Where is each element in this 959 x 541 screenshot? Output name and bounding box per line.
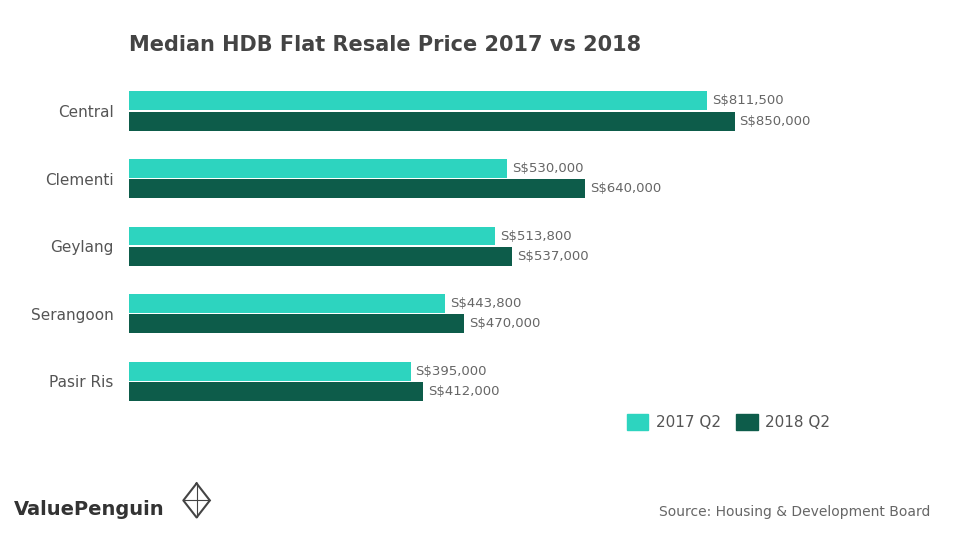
- Text: S$443,800: S$443,800: [451, 297, 522, 310]
- Text: S$470,000: S$470,000: [469, 318, 540, 331]
- Text: Source: Housing & Development Board: Source: Housing & Development Board: [659, 505, 930, 519]
- Bar: [129, 111, 735, 130]
- Text: S$513,800: S$513,800: [501, 229, 572, 242]
- Bar: [129, 247, 512, 266]
- Bar: [129, 179, 585, 198]
- Text: S$412,000: S$412,000: [428, 385, 500, 398]
- Text: S$537,000: S$537,000: [517, 250, 588, 263]
- Bar: [129, 362, 410, 381]
- Legend: 2017 Q2, 2018 Q2: 2017 Q2, 2018 Q2: [620, 408, 836, 436]
- Bar: [129, 294, 445, 313]
- Text: S$640,000: S$640,000: [590, 182, 662, 195]
- Bar: [129, 382, 423, 401]
- Text: S$850,000: S$850,000: [739, 115, 811, 128]
- Bar: [129, 314, 464, 333]
- Text: S$530,000: S$530,000: [512, 162, 583, 175]
- Bar: [129, 91, 707, 110]
- Bar: [129, 227, 495, 246]
- Text: S$395,000: S$395,000: [415, 365, 487, 378]
- Text: Median HDB Flat Resale Price 2017 vs 2018: Median HDB Flat Resale Price 2017 vs 201…: [129, 35, 642, 55]
- Bar: [129, 159, 506, 178]
- Text: S$811,500: S$811,500: [713, 94, 784, 107]
- Text: ValuePenguin: ValuePenguin: [14, 500, 165, 519]
